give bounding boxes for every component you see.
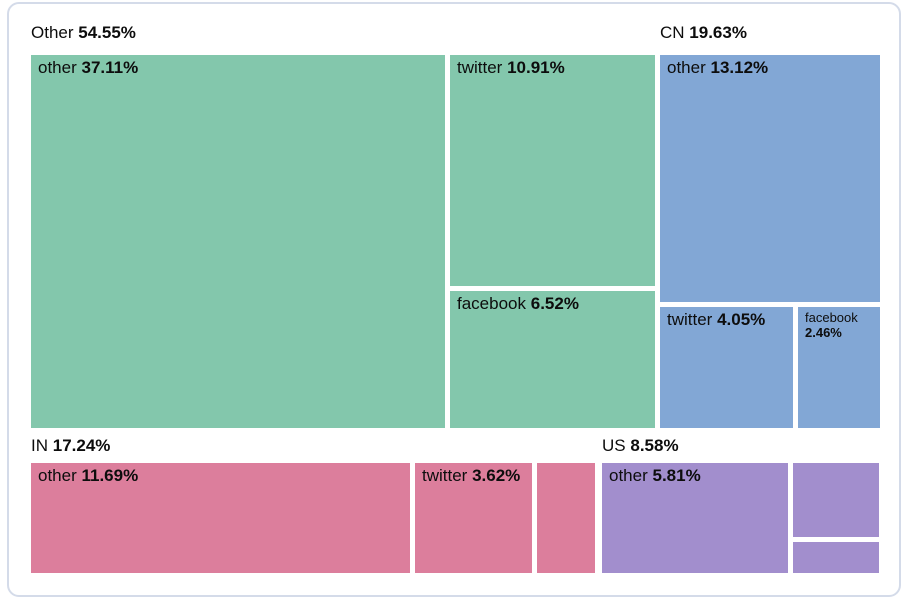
node-value: 13.12% (710, 58, 769, 77)
node-label: other (609, 466, 648, 485)
node-value: 11.69% (81, 466, 139, 485)
treemap-node-other-twitter[interactable]: twitter 10.91% (450, 55, 655, 286)
treemap-node-us-unlabeled[interactable] (793, 542, 879, 573)
treemap-node-us-other[interactable]: other 5.81% (602, 463, 788, 573)
node-label: other (38, 466, 77, 485)
node-value: 3.62% (472, 466, 521, 485)
group-label: IN (31, 436, 48, 455)
group-value: 54.55% (78, 23, 136, 42)
treemap-node-other-facebook[interactable]: facebook 6.52% (450, 291, 655, 428)
group-header-other: Other 54.55% (31, 23, 136, 43)
group-header-us: US 8.58% (602, 436, 679, 456)
treemap-node-in-twitter[interactable]: twitter 3.62% (415, 463, 532, 573)
group-label: CN (660, 23, 685, 42)
group-header-in: IN 17.24% (31, 436, 110, 456)
node-label: twitter (457, 58, 503, 77)
group-label: Other (31, 23, 74, 42)
treemap-node-in-unlabeled[interactable] (537, 463, 595, 573)
group-value: 17.24% (52, 436, 111, 455)
treemap-node-cn-facebook[interactable]: facebook 2.46% (798, 307, 880, 428)
node-value: 37.11% (81, 58, 139, 77)
node-value: 5.81% (652, 466, 701, 485)
group-label: US (602, 436, 626, 455)
treemap-node-us-unlabeled[interactable] (793, 463, 879, 537)
node-label: facebook (805, 310, 858, 325)
treemap-node-cn-other[interactable]: other 13.12% (660, 55, 880, 302)
node-value: 4.05% (717, 310, 766, 329)
node-label: other (38, 58, 77, 77)
treemap-node-cn-twitter[interactable]: twitter 4.05% (660, 307, 793, 428)
node-label: twitter (422, 466, 468, 485)
group-value: 8.58% (630, 436, 679, 455)
node-value: 10.91% (507, 58, 565, 77)
node-value: 2.46% (805, 325, 842, 341)
treemap-node-other-other[interactable]: other 37.11% (31, 55, 445, 428)
node-label: twitter (667, 310, 713, 329)
node-label: facebook (457, 294, 526, 313)
group-value: 19.63% (689, 23, 747, 42)
treemap-node-in-other[interactable]: other 11.69% (31, 463, 410, 573)
group-header-cn: CN 19.63% (660, 23, 747, 43)
node-label: other (667, 58, 706, 77)
node-value: 6.52% (530, 294, 579, 313)
